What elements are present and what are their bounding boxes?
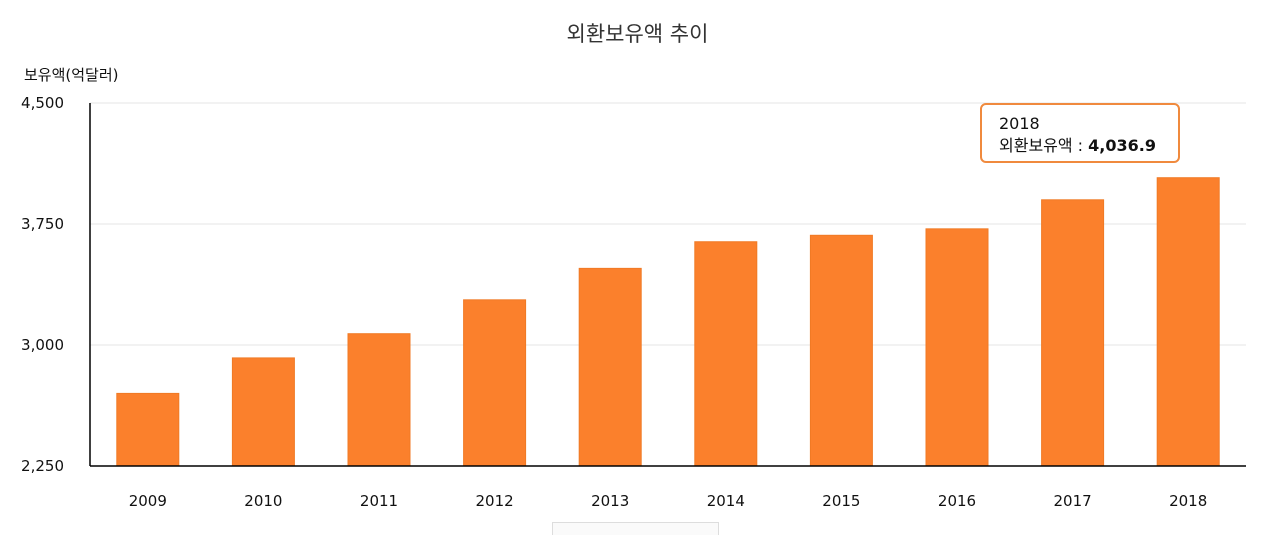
bar-2012[interactable] [463,299,527,467]
y-axis-title: 보유액(억달러) [24,66,119,84]
x-tick-label: 2015 [822,492,860,510]
tooltip-value: 4,036.9 [1088,136,1156,155]
bar-2018[interactable] [1156,177,1220,467]
x-tick-label: 2013 [591,492,629,510]
y-tick-label: 2,250 [21,457,64,475]
bar-2015[interactable] [809,234,873,467]
x-tick-label: 2018 [1169,492,1207,510]
x-tick-label: 2009 [129,492,167,510]
bar-2010[interactable] [231,357,295,467]
bar-2017[interactable] [1041,199,1105,467]
scroll-handle[interactable] [552,522,719,535]
x-tick-labels: 2009 2010 2011 2012 2013 2014 2015 2016 2017 2018 [129,492,1208,510]
tooltip: 2018 외환보유액 : 4,036.9 [980,103,1180,163]
tooltip-category: 2018 [999,114,1040,133]
y-tick-label: 3,750 [21,215,64,233]
bar-2016[interactable] [925,228,989,467]
x-tick-label: 2017 [1054,492,1092,510]
x-tick-label: 2010 [244,492,282,510]
bars [116,177,1220,467]
bar-2014[interactable] [694,241,758,467]
tooltip-label: 외환보유액 : [999,136,1089,155]
x-tick-label: 2014 [707,492,745,510]
tooltip-row: 외환보유액 : 4,036.9 [999,135,1178,157]
bar-2011[interactable] [347,333,411,467]
y-tick-label: 4,500 [21,94,64,112]
bar-2013[interactable] [578,267,642,467]
y-tick-label: 3,000 [21,336,64,354]
chart-title: 외환보유액 추이 [566,22,709,46]
x-tick-label: 2012 [476,492,514,510]
x-tick-label: 2016 [938,492,976,510]
bar-2009[interactable] [116,392,180,467]
x-tick-label: 2011 [360,492,398,510]
y-tick-labels: 2,250 3,000 3,750 4,500 [21,94,64,475]
axes [89,103,1246,467]
